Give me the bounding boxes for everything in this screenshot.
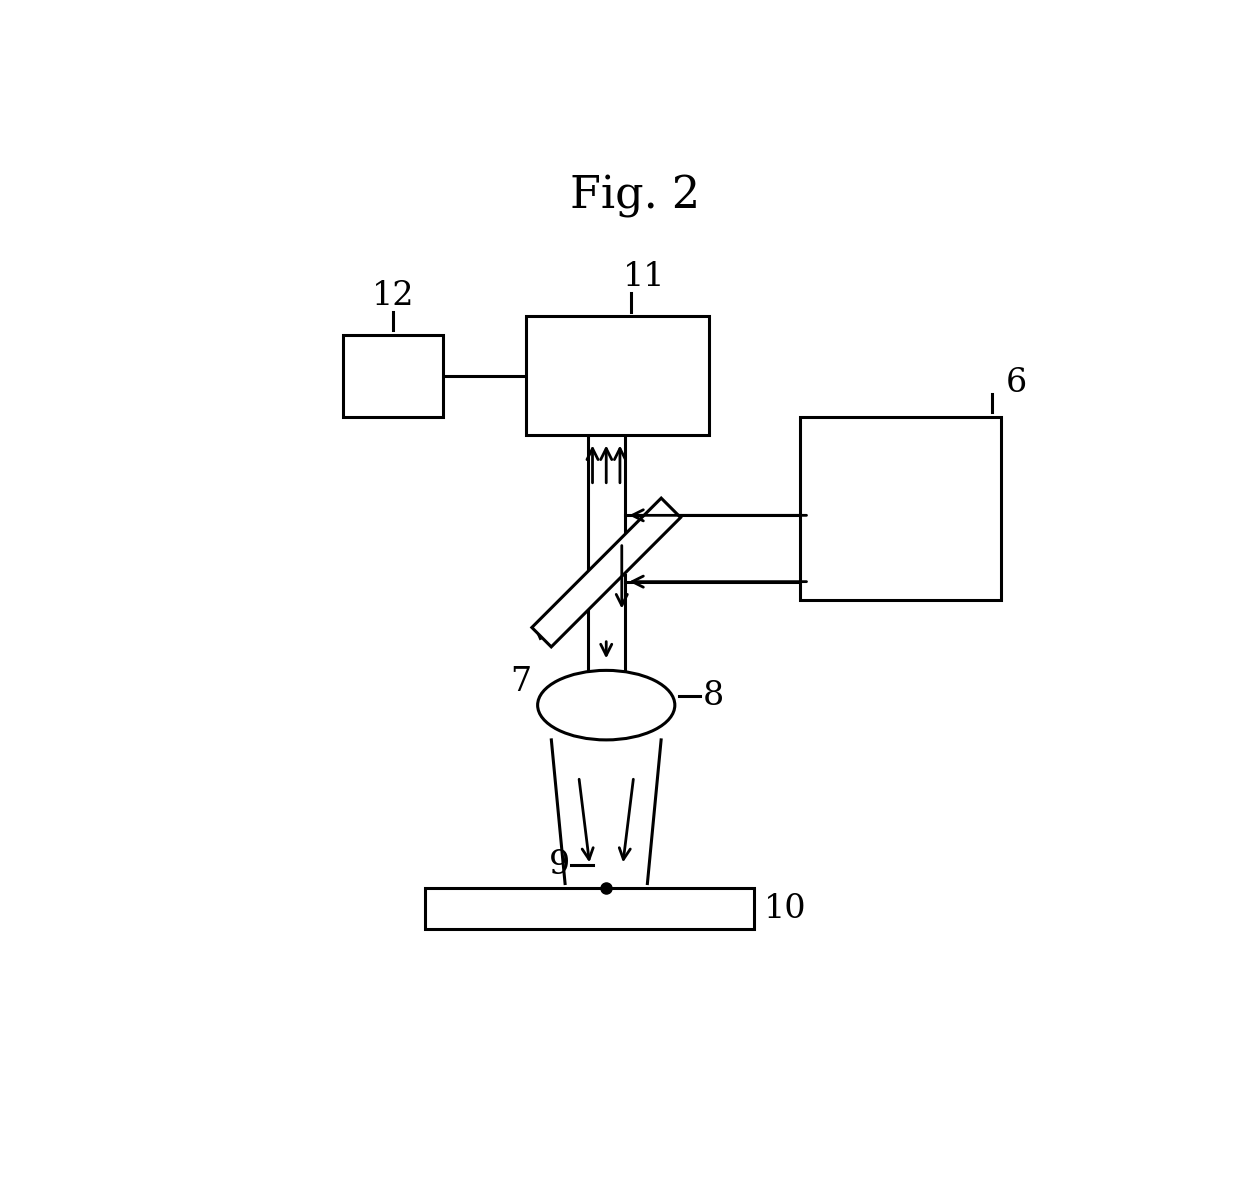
Bar xyxy=(342,335,444,417)
Text: 8: 8 xyxy=(702,680,723,712)
Text: 11: 11 xyxy=(624,261,666,293)
Ellipse shape xyxy=(538,670,675,740)
Text: 9: 9 xyxy=(548,849,569,881)
Text: 7: 7 xyxy=(510,665,531,697)
Bar xyxy=(425,889,754,929)
Text: Fig. 2: Fig. 2 xyxy=(570,175,701,217)
Bar xyxy=(800,417,1002,600)
Bar xyxy=(526,316,709,435)
Text: 6: 6 xyxy=(1006,367,1027,399)
Text: 10: 10 xyxy=(764,892,806,924)
Text: 12: 12 xyxy=(372,280,414,311)
Polygon shape xyxy=(532,498,681,647)
